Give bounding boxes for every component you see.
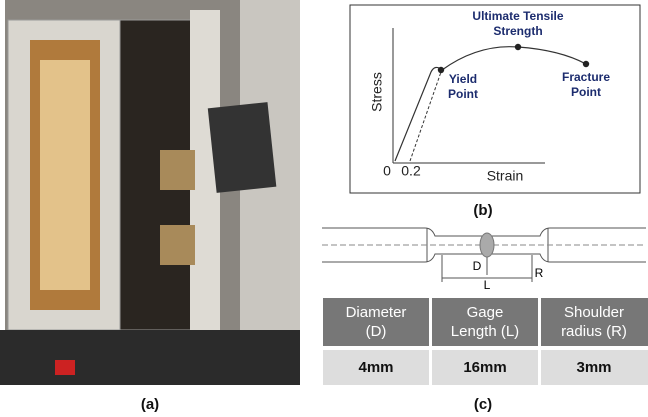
offset-label: 0.2	[401, 163, 421, 179]
fracture-dot	[583, 61, 589, 67]
fracture-label: Fracture	[562, 70, 610, 84]
radius-label: R	[535, 266, 544, 280]
uts-dot	[515, 44, 521, 50]
length-label: L	[484, 278, 491, 292]
yield-label: Point	[448, 87, 478, 101]
header-text: Diameter	[346, 304, 407, 321]
uts-label: Ultimate Tensile	[472, 9, 563, 23]
header-text: radius (R)	[561, 323, 627, 340]
gage-mark	[480, 233, 494, 257]
fracture-label: Point	[571, 85, 601, 99]
grip-lower	[160, 225, 195, 265]
x-axis-label: Strain	[487, 168, 524, 184]
column	[240, 0, 300, 385]
header-text: Gage	[467, 304, 504, 321]
cell-text: 16mm	[463, 359, 506, 376]
table: Diameter (D) Gage Length (L) Shoulder ra…	[323, 298, 648, 385]
origin-label: 0	[383, 163, 391, 179]
cell-text: 4mm	[358, 359, 393, 376]
panel-label: (c)	[474, 396, 492, 413]
yield-dot	[438, 67, 444, 73]
header-text: (D)	[366, 323, 387, 340]
machine-base	[0, 330, 300, 385]
control-panel	[208, 102, 277, 193]
panel-label: (b)	[473, 202, 492, 219]
machine-photo	[0, 0, 300, 385]
window-glare	[40, 60, 90, 290]
cell-text: 3mm	[576, 359, 611, 376]
uts-label: Strength	[493, 24, 542, 38]
grip-upper	[160, 150, 195, 190]
figure: (a) Ultimate Tensile Strength Yield Poin…	[0, 0, 648, 417]
yield-label: Yield	[449, 72, 477, 86]
panel-label: (a)	[141, 396, 159, 413]
header-text: Shoulder	[564, 304, 624, 321]
header-text: Length (L)	[451, 323, 519, 340]
stop-button	[55, 360, 75, 375]
y-axis-label: Stress	[369, 72, 385, 112]
diameter-label: D	[473, 259, 482, 273]
